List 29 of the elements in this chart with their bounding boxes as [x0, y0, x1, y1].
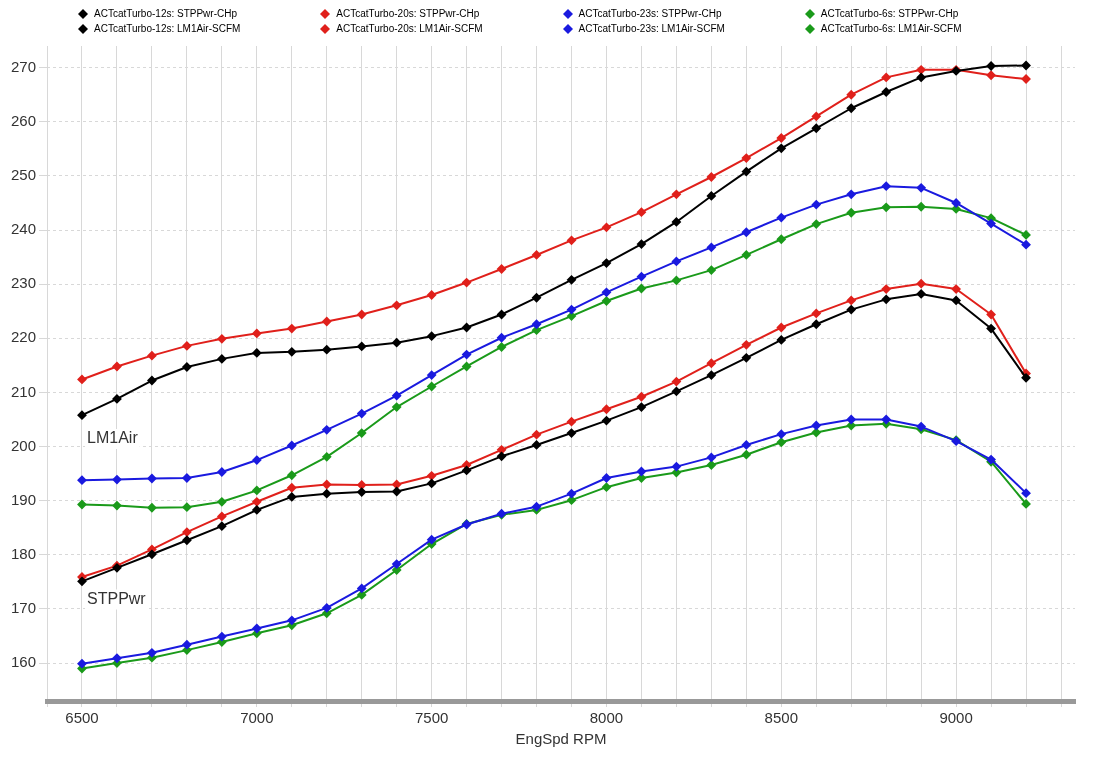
y-tick-label: 260	[11, 111, 37, 129]
y-tick-label: 250	[11, 166, 37, 184]
x-tick-label: 6500	[65, 709, 99, 727]
y-tick-label: 220	[11, 328, 37, 346]
y-tick-label: 170	[11, 599, 37, 617]
legend-label: ACTcatTurbo-23s: LM1Air-SCFM	[578, 23, 725, 34]
legend-label: ACTcatTurbo-23s: STPPwr-CHp	[578, 8, 722, 19]
y-tick-label: 160	[11, 653, 37, 671]
legend-label: ACTcatTurbo-12s: STPPwr-CHp	[94, 8, 237, 19]
legend-label: ACTcatTurbo-6s: STPPwr-CHp	[820, 8, 959, 19]
y-tick-label: 270	[11, 57, 37, 75]
x-axis-title: EngSpd RPM	[515, 730, 607, 748]
legend-label: ACTcatTurbo-12s: LM1Air-SCFM	[94, 23, 241, 34]
x-tick-label: 8000	[589, 709, 624, 727]
x-tick-label: 7500	[414, 709, 449, 727]
annotation: LM1Air	[87, 429, 139, 447]
x-tick-label: 8500	[764, 709, 798, 727]
legend-label: ACTcatTurbo-20s: LM1Air-SCFM	[336, 23, 483, 34]
y-tick-label: 180	[11, 544, 37, 562]
y-tick-label: 210	[11, 382, 37, 400]
y-tick-label: 230	[11, 274, 37, 292]
x-tick-label: 7000	[240, 709, 274, 727]
x-tick-label: 9000	[939, 709, 973, 727]
legend-label: ACTcatTurbo-6s: LM1Air-SCFM	[820, 23, 962, 34]
y-tick-label: 240	[11, 220, 37, 238]
legend-label: ACTcatTurbo-20s: STPPwr-CHp	[336, 8, 480, 19]
annotation: STPPwr	[87, 589, 147, 607]
y-tick-label: 190	[11, 490, 37, 508]
y-tick-label: 200	[11, 436, 37, 454]
